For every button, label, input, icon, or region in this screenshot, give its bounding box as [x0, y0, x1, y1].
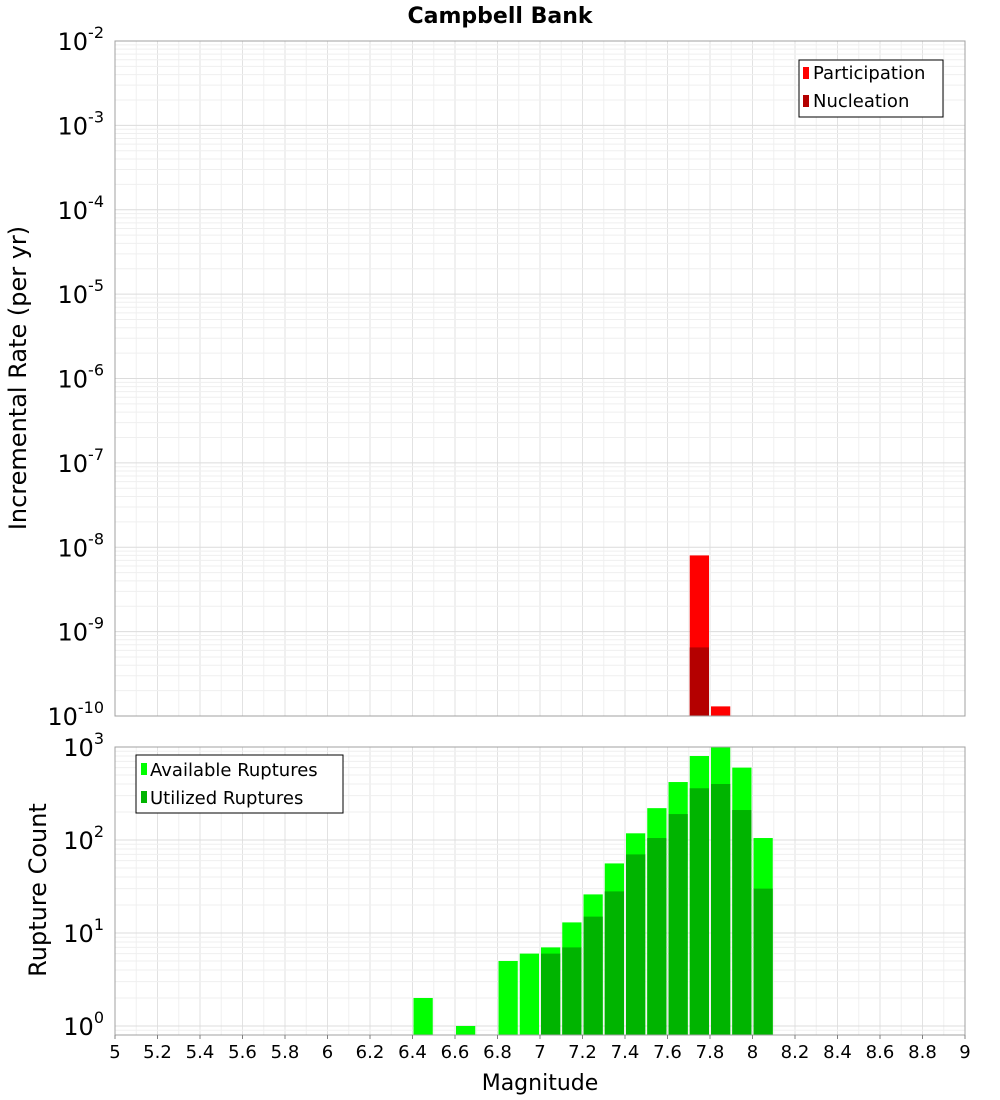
top-gridlines — [114, 40, 966, 717]
bar-utilized-ruptures — [711, 784, 731, 1035]
top-y-tick-label: 10-6 — [58, 361, 105, 394]
bottom-y-tick-label: 100 — [63, 1008, 104, 1041]
bar-nucleation — [689, 647, 709, 716]
top-bars — [689, 555, 731, 716]
top-y-tick-label: 10-3 — [58, 107, 105, 140]
legend-swatch-available — [141, 763, 147, 775]
x-tick-label: 5.6 — [228, 1042, 257, 1063]
bar-utilized-ruptures — [562, 947, 582, 1035]
legend-label-available: Available Ruptures — [150, 760, 318, 781]
x-tick-label: 8.6 — [866, 1042, 895, 1063]
bar-utilized-ruptures — [604, 891, 624, 1035]
top-legend-box — [798, 59, 944, 118]
top-legend: Participation Nucleation — [798, 59, 944, 118]
bottom-y-ticks: 100 101 102 103 — [63, 729, 104, 1041]
x-tick-label: 7.6 — [653, 1042, 682, 1063]
legend-label-nucleation: Nucleation — [813, 91, 909, 112]
x-tick-label: 5.4 — [186, 1042, 215, 1063]
bottom-y-axis-label: Rupture Count — [24, 803, 52, 977]
bar-utilized-ruptures — [753, 888, 773, 1035]
x-tick-label: 6.6 — [441, 1042, 470, 1063]
bar-utilized-ruptures — [647, 838, 667, 1035]
x-tick-label: 9 — [959, 1042, 970, 1063]
bar-available-ruptures — [519, 953, 539, 1035]
bar-utilized-ruptures — [541, 953, 561, 1035]
x-tick-label: 6.4 — [398, 1042, 427, 1063]
legend-label-participation: Participation — [813, 63, 925, 84]
top-y-tick-label: 10-9 — [58, 614, 105, 647]
bar-available-ruptures — [413, 997, 433, 1035]
top-y-axis-label: Incremental Rate (per yr) — [4, 226, 32, 530]
top-y-tick-label: 10-5 — [58, 276, 105, 309]
bottom-bars — [413, 747, 773, 1035]
x-tick-label: 5.2 — [143, 1042, 172, 1063]
bottom-y-tick-label: 102 — [63, 822, 104, 855]
bar-available-ruptures — [456, 1025, 476, 1035]
bar-utilized-ruptures — [732, 810, 752, 1035]
bottom-legend: Available Ruptures Utilized Ruptures — [135, 754, 344, 814]
x-axis-label: Magnitude — [482, 1071, 599, 1096]
x-tick-label: 5 — [109, 1042, 120, 1063]
x-tick-label: 8 — [747, 1042, 758, 1063]
top-y-tick-label: 10-2 — [58, 23, 105, 56]
top-y-tick-label: 10-8 — [58, 529, 105, 562]
top-y-tick-label: 10-10 — [47, 698, 104, 731]
x-tick-label: 8.2 — [781, 1042, 810, 1063]
legend-label-utilized: Utilized Ruptures — [150, 788, 303, 809]
top-y-ticks: 10-10 10-9 10-8 10-7 10-6 10-5 10-4 10-3 10-2 — [47, 23, 104, 731]
bottom-y-tick-label: 101 — [63, 915, 104, 948]
x-tick-label: 6.8 — [483, 1042, 512, 1063]
bar-available-ruptures — [498, 960, 518, 1035]
x-tick-label: 7.4 — [611, 1042, 640, 1063]
x-tick-label: 5.8 — [271, 1042, 300, 1063]
x-tick-label: 7 — [534, 1042, 545, 1063]
bottom-panel: 100 101 102 103 5 5.2 5.4 5.6 5.8 6 6.2 6.4 6.6 6.8 7… — [24, 729, 971, 1096]
x-tick-label: 7.2 — [568, 1042, 597, 1063]
bar-participation — [711, 706, 731, 716]
x-tick-label: 6 — [322, 1042, 333, 1063]
bar-utilized-ruptures — [689, 788, 709, 1035]
x-tick-label: 7.8 — [696, 1042, 725, 1063]
legend-swatch-utilized — [141, 791, 147, 803]
legend-swatch-nucleation — [803, 95, 809, 107]
x-ticks: 5 5.2 5.4 5.6 5.8 6 6.2 6.4 6.6 6.8 7 7.2 7.4 7.6 7.8 8… — [109, 1035, 971, 1063]
x-tick-label: 8.8 — [908, 1042, 937, 1063]
legend-swatch-participation — [803, 67, 809, 79]
bottom-y-tick-label: 103 — [63, 729, 104, 762]
top-y-tick-label: 10-4 — [58, 192, 105, 225]
top-panel: 10-10 10-9 10-8 10-7 10-6 10-5 10-4 10-3 10-2 In… — [4, 23, 966, 731]
bottom-legend-box — [135, 754, 344, 814]
chart-title: Campbell Bank — [408, 4, 594, 29]
top-plot-frame — [114, 40, 966, 717]
top-y-tick-label: 10-7 — [58, 445, 105, 478]
bar-utilized-ruptures — [626, 854, 646, 1035]
x-tick-label: 8.4 — [823, 1042, 852, 1063]
bar-utilized-ruptures — [583, 916, 603, 1035]
x-tick-label: 6.2 — [356, 1042, 385, 1063]
bar-utilized-ruptures — [668, 814, 688, 1035]
